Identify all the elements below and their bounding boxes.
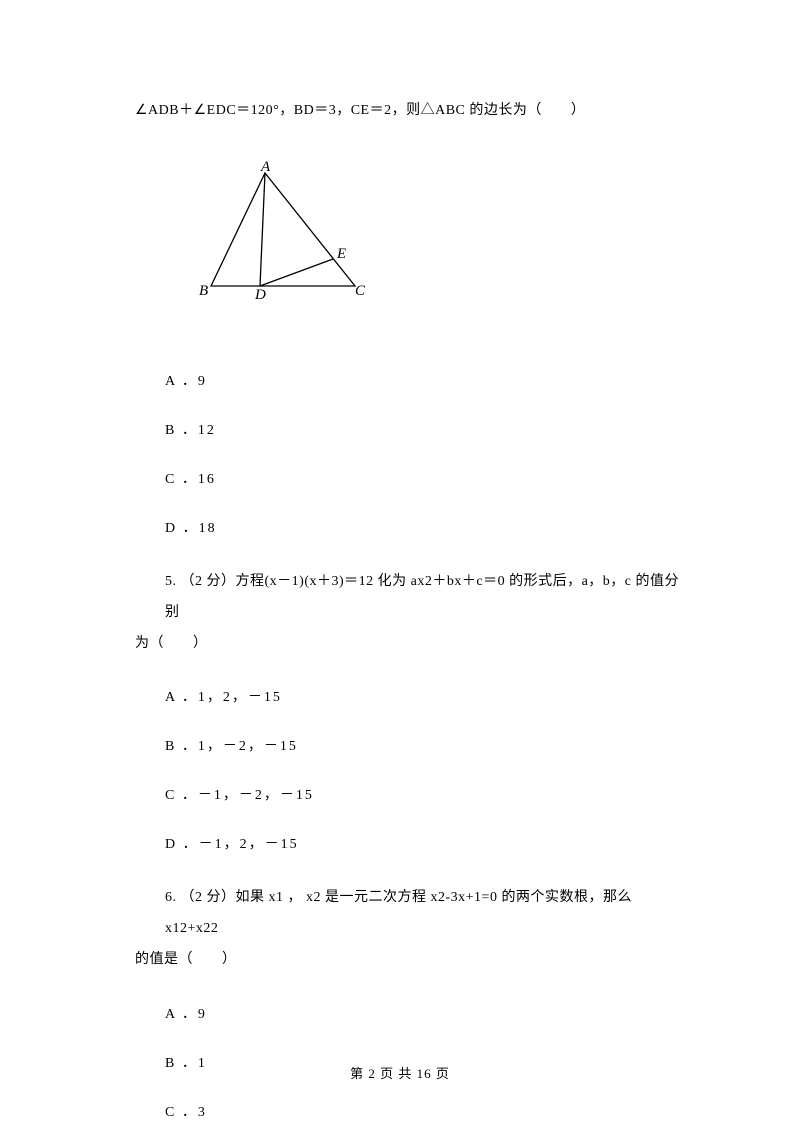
q4-continuation: ∠ADB＋∠EDC＝120°，BD＝3，CE＝2，则△ABC 的边长为（ ）	[135, 100, 685, 121]
page-footer: 第 2 页 共 16 页	[0, 1063, 800, 1082]
q5-line2: 为（ ）	[135, 629, 208, 660]
q4-option-d: D ．18	[165, 518, 685, 539]
q4-option-a: A ．9	[165, 371, 685, 392]
q4-option-c: C ．16	[165, 469, 685, 490]
q6-option-a: A ．9	[165, 1004, 685, 1025]
q5-option-a: A ．1，2，－15	[165, 687, 685, 708]
q5-option-d: D ．－1，2，－15	[165, 834, 685, 855]
svg-text:A: A	[260, 161, 271, 175]
q5-option-c: C ．－1，－2，－15	[165, 785, 685, 806]
q5-option-b: B ．1，－2，－15	[165, 736, 685, 757]
q4-option-b: B ．12	[165, 420, 685, 441]
svg-text:D: D	[254, 287, 266, 303]
q5-text: 5. （2 分）方程(x－1)(x＋3)＝12 化为 ax2＋bx＋c＝0 的形…	[165, 567, 685, 659]
q5-line1: 5. （2 分）方程(x－1)(x＋3)＝12 化为 ax2＋bx＋c＝0 的形…	[165, 574, 679, 620]
svg-text:C: C	[355, 283, 366, 299]
q6-line2: 的值是（ ）	[135, 945, 237, 976]
svg-text:B: B	[199, 283, 208, 299]
svg-text:E: E	[336, 246, 346, 262]
q6-text: 6. （2 分）如果 x1 ， x2 是一元二次方程 x2-3x+1=0 的两个…	[165, 883, 685, 975]
triangle-figure: A B C D E	[195, 161, 685, 316]
q6-line1: 6. （2 分）如果 x1 ， x2 是一元二次方程 x2-3x+1=0 的两个…	[165, 890, 632, 936]
q6-option-c: C ．3	[165, 1102, 685, 1123]
